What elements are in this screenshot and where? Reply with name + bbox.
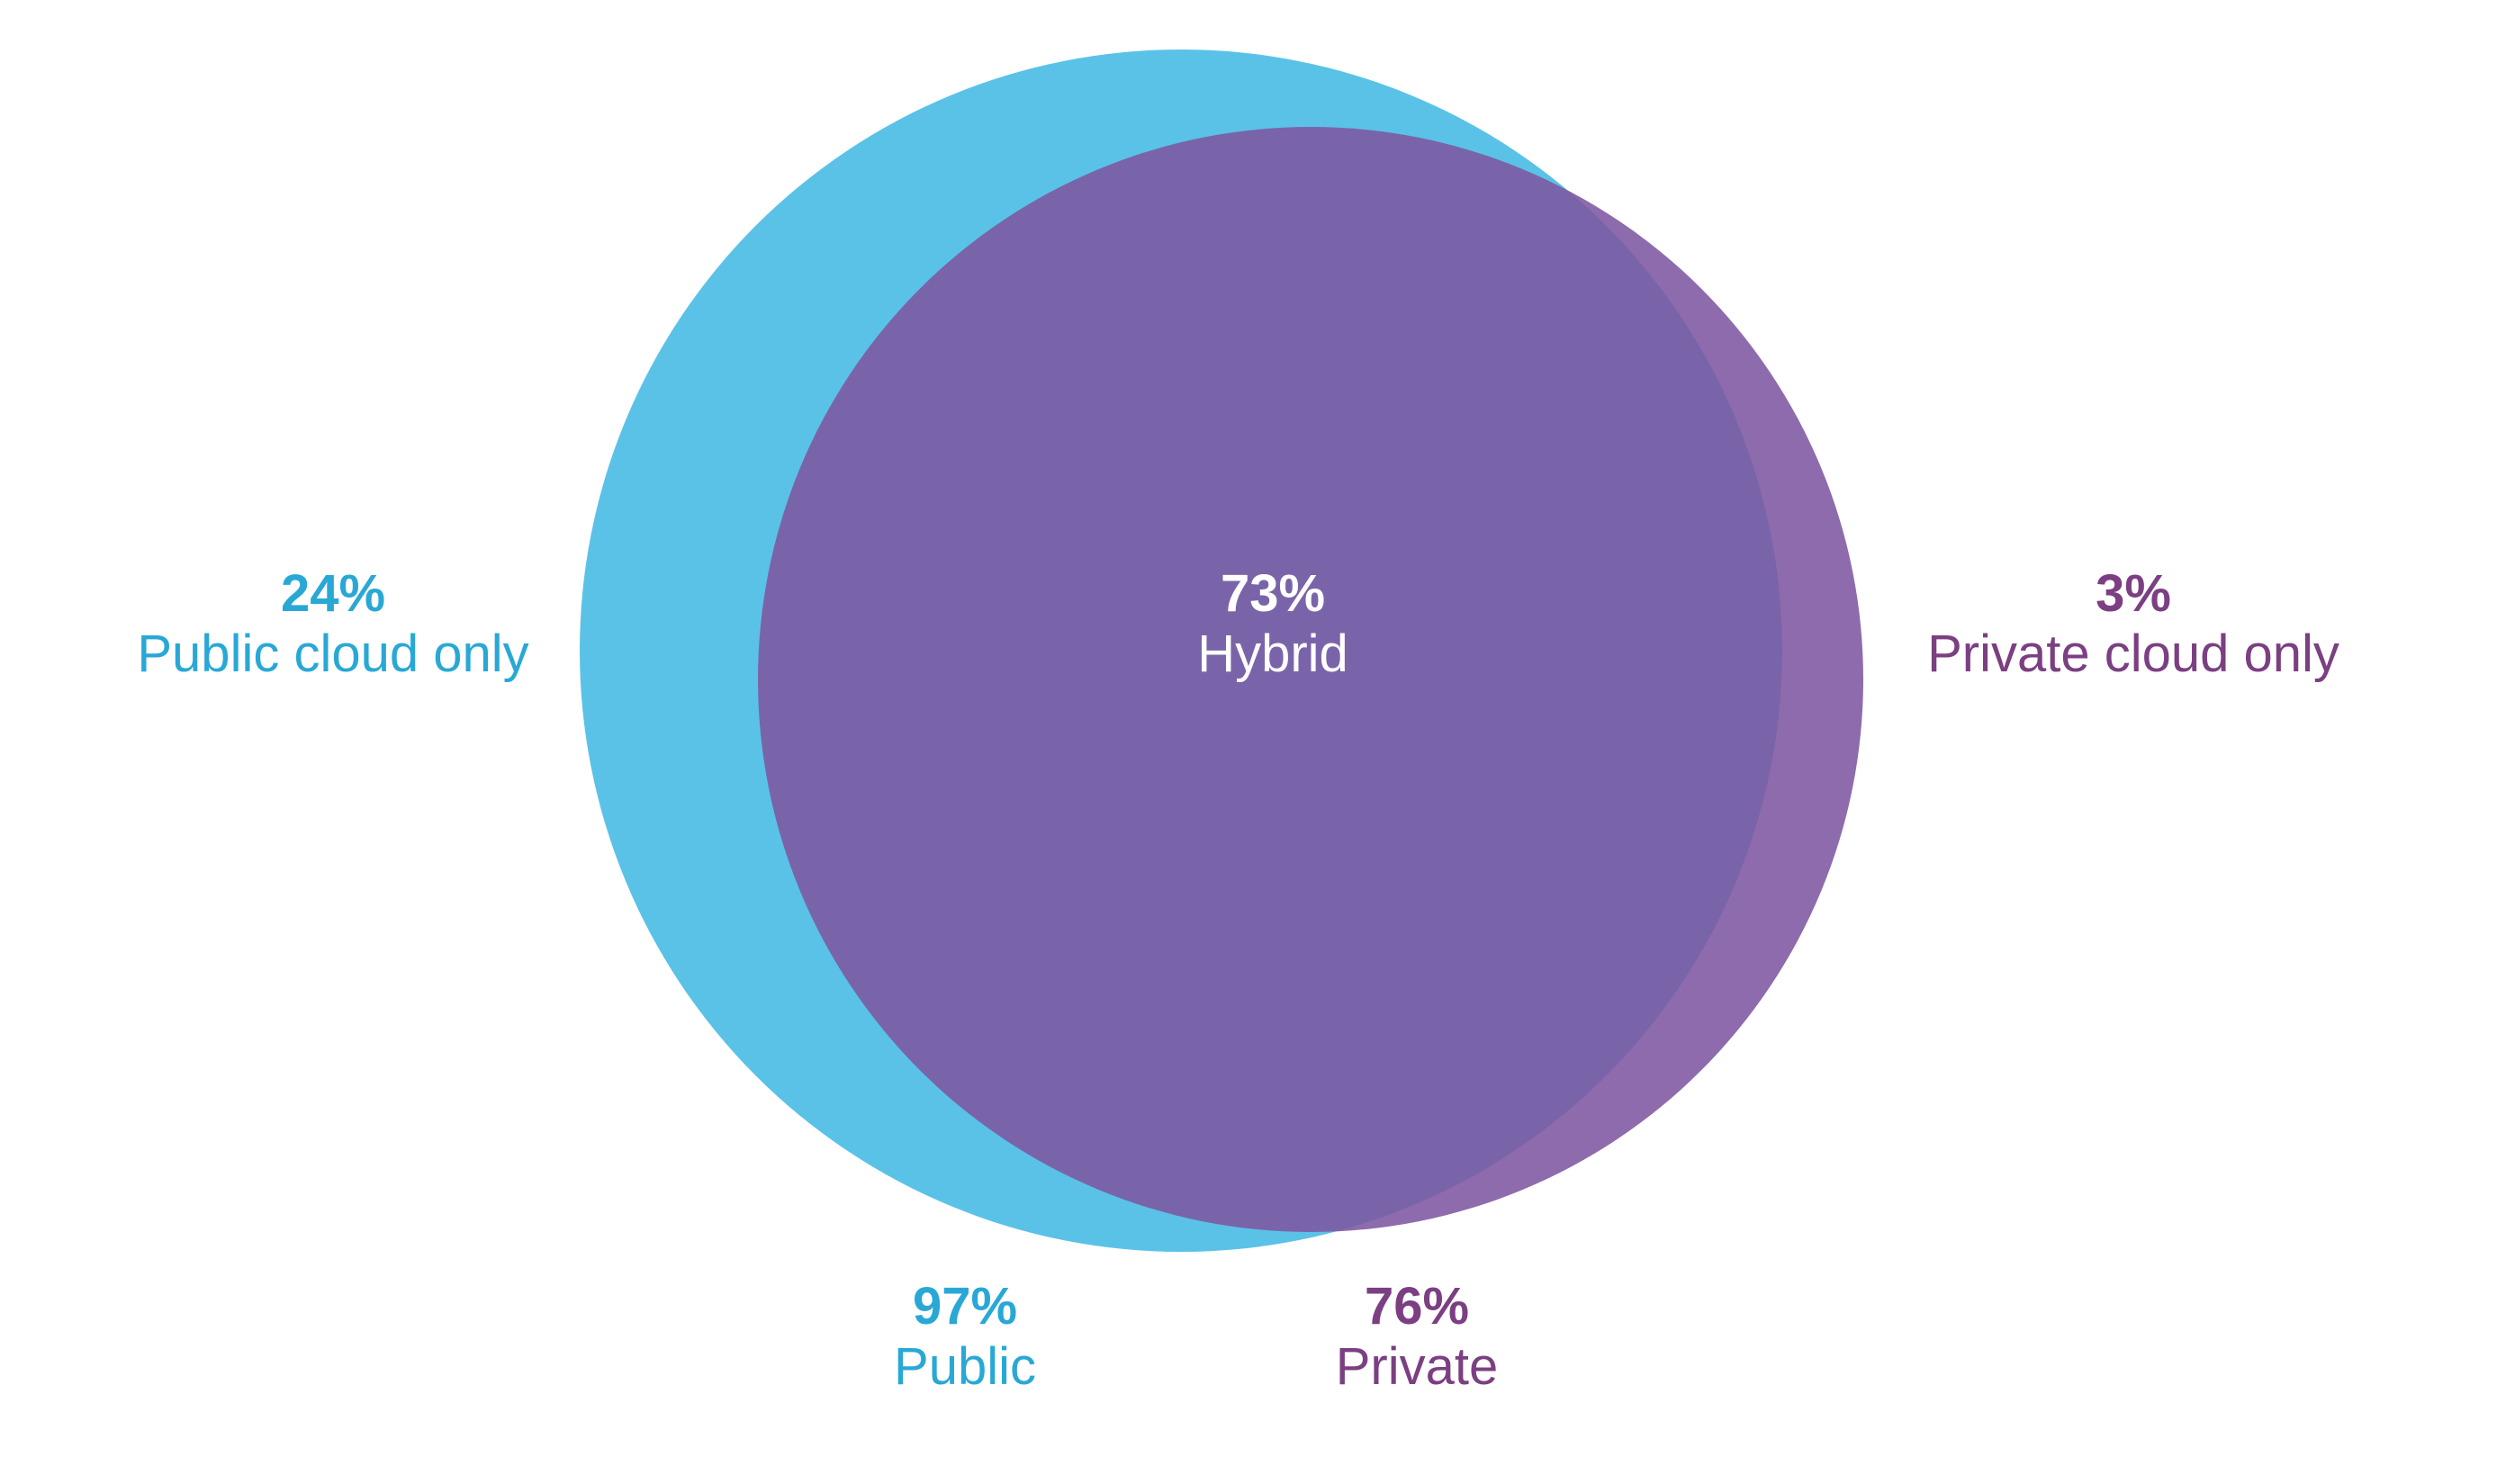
- public-total-name: Public: [894, 1337, 1036, 1398]
- public-total-percent: 97%: [894, 1277, 1036, 1337]
- venn-svg: [0, 0, 2515, 1484]
- label-hybrid: 73% Hybrid: [1197, 564, 1348, 684]
- private-total-name: Private: [1336, 1337, 1499, 1398]
- private-only-percent: 3%: [1927, 564, 2339, 625]
- label-private-total: 76% Private: [1336, 1277, 1499, 1397]
- label-public-total: 97% Public: [894, 1277, 1036, 1397]
- private-total-percent: 76%: [1336, 1277, 1499, 1337]
- private-only-name: Private cloud only: [1927, 625, 2339, 685]
- label-public-only: 24% Public cloud only: [137, 564, 528, 684]
- public-only-percent: 24%: [137, 564, 528, 625]
- label-private-only: 3% Private cloud only: [1927, 564, 2339, 684]
- hybrid-percent: 73%: [1197, 564, 1348, 625]
- hybrid-name: Hybrid: [1197, 625, 1348, 685]
- venn-diagram: 24% Public cloud only 73% Hybrid 3% Priv…: [0, 0, 2515, 1484]
- public-only-name: Public cloud only: [137, 625, 528, 685]
